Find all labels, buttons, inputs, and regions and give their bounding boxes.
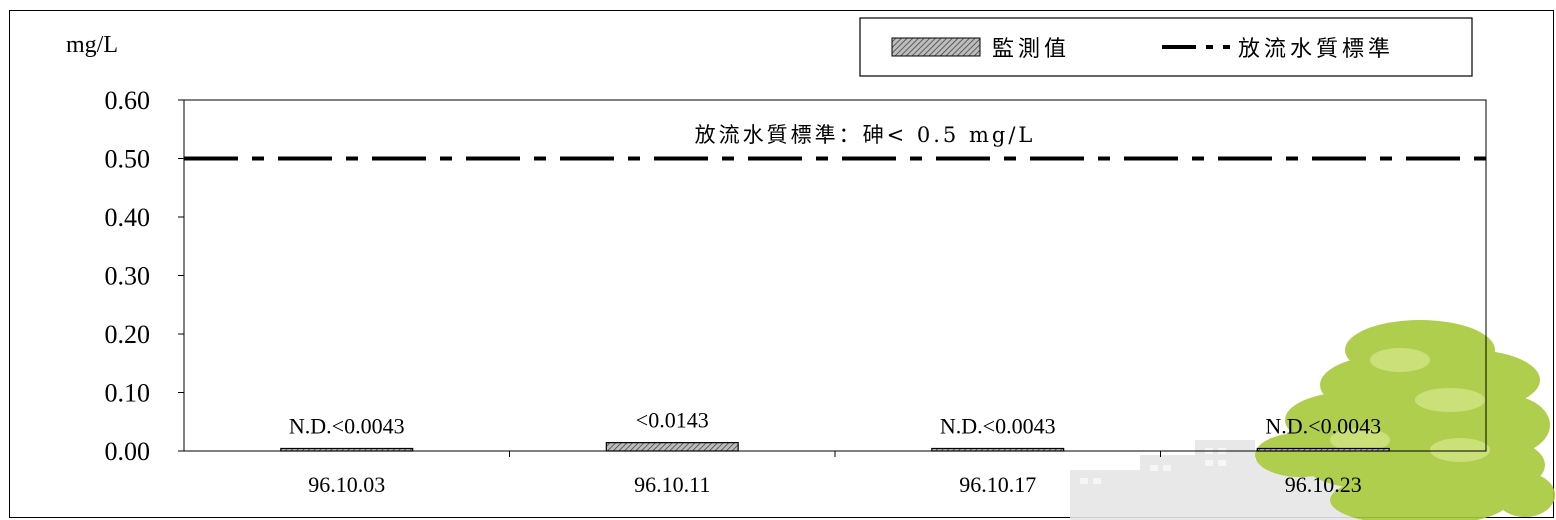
x-tick-label: 96.10.17 (959, 472, 1036, 497)
y-tick-label: 0.10 (105, 379, 151, 408)
data-labels: N.D.<0.0043 <0.0143 N.D.<0.0043 N.D.<0.0043 (289, 408, 1381, 439)
legend-label-standard: 放流水質標準 (1238, 37, 1394, 62)
y-axis-unit: mg/L (66, 32, 118, 58)
x-tick-label: 96.10.11 (634, 472, 710, 497)
legend-label-monitor: 監測值 (992, 37, 1070, 62)
legend: 監測值 放流水質標準 (859, 17, 1473, 77)
x-tick-label: 96.10.23 (1285, 472, 1362, 497)
bar (1256, 447, 1390, 452)
bar-data-label: N.D.<0.0043 (1265, 413, 1381, 438)
tree-and-buildings-illustration (1070, 320, 1555, 520)
bar (931, 447, 1065, 452)
y-tick-label: 0.30 (105, 262, 151, 291)
bar-data-label: N.D.<0.0043 (940, 413, 1056, 438)
bar-data-label: <0.0143 (636, 408, 709, 433)
legend-swatch-bar (891, 37, 981, 57)
y-tick-label: 0.50 (105, 145, 151, 174)
y-tick-label: 0.40 (105, 203, 151, 232)
x-axis: 96.10.03 96.10.11 96.10.17 96.10.23 (308, 451, 1362, 497)
x-tick-label: 96.10.03 (308, 472, 385, 497)
plot-area (183, 99, 1487, 452)
bar (280, 447, 414, 452)
y-tick-label: 0.60 (105, 86, 151, 115)
chart-frame (9, 10, 1554, 518)
y-tick-label: 0.20 (105, 320, 151, 349)
bar-data-label: N.D.<0.0043 (289, 413, 405, 438)
bar-series (280, 442, 1390, 452)
y-axis: 0.00 0.10 0.20 0.30 0.40 0.50 0.60 (105, 86, 184, 466)
bar (605, 442, 739, 452)
y-tick-label: 0.00 (105, 437, 151, 466)
standard-annotation: 放流水質標準：砷< 0.5 mg/L (695, 123, 1036, 147)
